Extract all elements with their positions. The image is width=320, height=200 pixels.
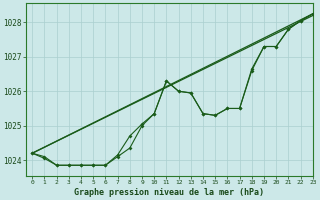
X-axis label: Graphe pression niveau de la mer (hPa): Graphe pression niveau de la mer (hPa) — [75, 188, 264, 197]
